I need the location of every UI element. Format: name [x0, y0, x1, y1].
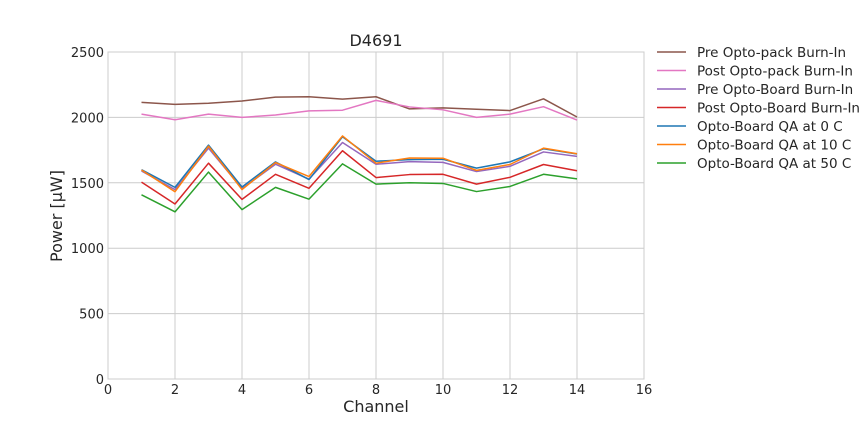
series-line — [141, 163, 578, 213]
legend-label: Opto-Board QA at 0 C — [697, 119, 843, 135]
legend-label: Post Opto-Board Burn-In — [697, 101, 860, 117]
y-tick-label: 1000 — [71, 242, 104, 257]
series-line — [141, 150, 578, 205]
y-tick-label: 2500 — [71, 46, 104, 61]
y-tick-label: 1500 — [71, 177, 104, 192]
x-tick-label: 16 — [636, 383, 653, 398]
x-tick-label: 14 — [569, 383, 586, 398]
x-tick-label: 0 — [104, 383, 112, 398]
series-line — [141, 99, 578, 121]
y-tick-label: 2000 — [71, 111, 104, 126]
legend-label: Opto-Board QA at 50 C — [697, 156, 851, 172]
x-tick-labels: 0 2 4 6 8 10 12 14 16 — [104, 383, 652, 398]
legend-label: Pre Opto-pack Burn-In — [697, 45, 846, 61]
legend-label: Opto-Board QA at 10 C — [697, 138, 851, 154]
y-tick-label: 0 — [96, 373, 104, 388]
x-tick-label: 2 — [171, 383, 179, 398]
x-tick-label: 6 — [305, 383, 313, 398]
series-line — [141, 136, 578, 189]
series-line — [141, 135, 578, 193]
series-line — [141, 95, 578, 118]
legend-label: Post Opto-pack Burn-In — [697, 64, 853, 80]
legend-label: Pre Opto-Board Burn-In — [697, 82, 853, 98]
legend: Pre Opto-pack Burn-In Post Opto-pack Burn… — [657, 45, 860, 172]
x-tick-label: 4 — [238, 383, 246, 398]
y-tick-label: 500 — [79, 308, 104, 323]
x-tick-label: 12 — [502, 383, 519, 398]
series-lines — [141, 95, 578, 213]
x-tick-label: 10 — [435, 383, 452, 398]
chart-title: D4691 — [349, 31, 402, 50]
series-line — [141, 141, 578, 191]
plot-frame — [107, 51, 645, 380]
y-tick-labels: 0 500 1000 1500 2000 2500 — [71, 46, 104, 388]
x-tick-label: 8 — [372, 383, 380, 398]
x-axis-label: Channel — [343, 397, 409, 416]
y-axis-label: Power [μW] — [47, 170, 66, 262]
